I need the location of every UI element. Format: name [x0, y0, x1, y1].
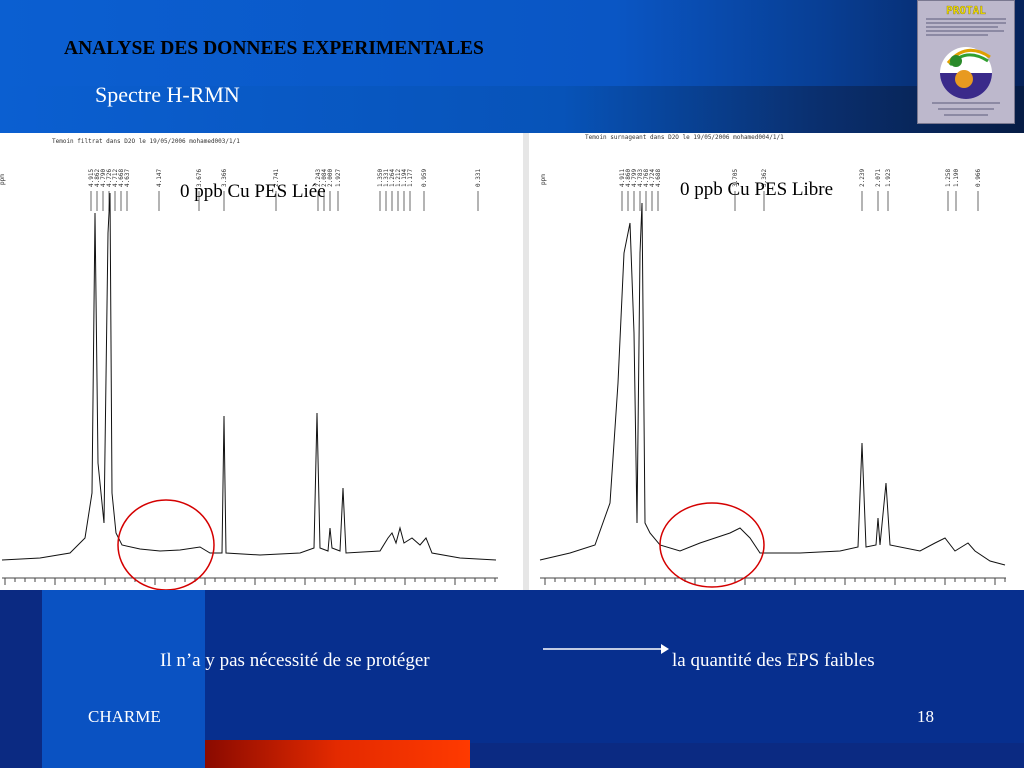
footer-author: CHARME: [88, 707, 161, 726]
left-peak-label: 4.637: [124, 169, 131, 187]
right-axis-unit: ppm: [540, 174, 547, 185]
left-peak-label: 1.331: [383, 169, 390, 187]
left-peak-label: 2.741: [273, 169, 280, 187]
right-peak-label: 4.768: [643, 169, 650, 187]
right-peak-label: 4.860: [625, 169, 632, 187]
left-peak-label: 4.712: [112, 169, 119, 187]
conclusion-right-text: la quantité des EPS faibles: [672, 650, 875, 671]
slide-title: ANALYSE DES DONNEES EXPERIMENTALES: [64, 38, 484, 59]
left-peak-label: 2.243: [315, 169, 322, 187]
right-peak-label: 4.724: [649, 169, 656, 187]
spectra-area: Temoin filtrat dans D2O le 19/05/2006 mo…: [0, 133, 1024, 591]
right-peak-label: 3.705: [732, 169, 739, 187]
left-peak-label: 1.264: [389, 169, 396, 187]
slide-subtitle: Spectre H-RMN: [95, 82, 240, 107]
right-spectrum-header: Temoin surnageant dans D2O le 19/05/2006…: [585, 134, 784, 141]
left-peak-labels: 4.915 4.862 4.790 4.726 4.712 4.668 4.637 4.147…: [88, 169, 482, 211]
conclusion-left-text: Il n’a y pas nécessité de se protéger: [160, 650, 430, 671]
right-peak-label: 1.923: [885, 169, 892, 187]
left-peak-label: 2.000: [327, 169, 334, 187]
right-peak-labels: 4.911 4.860 4.799 4.783 4.768 4.724 4.688 3.705…: [619, 169, 982, 211]
nmr-spectra: Temoin filtrat dans D2O le 19/05/2006 mo…: [0, 133, 1006, 591]
left-spectrum-label: 0 ppb Cu PES Liée: [180, 181, 326, 202]
left-peak-label: 4.790: [100, 169, 107, 187]
left-peak-label: 4.668: [118, 169, 125, 187]
left-peak-label: 1.927: [335, 169, 342, 187]
slide-number: 18: [917, 707, 934, 726]
footer-strip: [205, 590, 1024, 743]
right-peak-label: 4.783: [637, 169, 644, 187]
right-peak-label: 0.966: [975, 169, 982, 187]
right-peak-label: 4.911: [619, 169, 626, 187]
left-peak-label: 1.177: [407, 169, 414, 187]
footer-red-bar: [205, 740, 470, 768]
right-peak-label: 2.071: [875, 169, 882, 187]
logo-image: PROTAL: [918, 1, 1014, 123]
implication-arrow: [543, 644, 669, 654]
right-peak-label: 1.258: [945, 169, 952, 187]
left-peak-label: 4.147: [156, 169, 163, 187]
left-peak-label: 3.366: [221, 169, 228, 187]
right-spectrum-label: 0 ppb Cu PES Libre: [680, 179, 834, 200]
right-peak-label: 2.239: [859, 169, 866, 187]
left-peak-label: 0.331: [475, 169, 482, 187]
left-peak-label: 2.084: [321, 169, 328, 187]
left-peak-label: 0.959: [421, 169, 428, 187]
right-peak-label: 4.799: [631, 169, 638, 187]
right-peak-label: 3.362: [761, 169, 768, 187]
left-peak-label: 1.212: [395, 169, 402, 187]
right-peak-label: 4.688: [655, 169, 662, 187]
left-spectrum-trace: [1, 192, 497, 561]
left-peak-label: 1.350: [377, 169, 384, 187]
right-highlight-circle: [659, 502, 765, 588]
right-peak-label: 1.190: [953, 169, 960, 187]
footer-accent-column: [42, 590, 205, 743]
svg-text:PROTAL: PROTAL: [946, 4, 986, 17]
right-spectrum-trace: [539, 202, 1006, 566]
left-spectrum-header: Temoin filtrat dans D2O le 19/05/2006 mo…: [52, 138, 240, 145]
footer-accent-base: [42, 743, 205, 768]
left-peak-label: 4.915: [88, 169, 95, 187]
slide-footer: Il n’a y pas nécessité de se protéger la…: [0, 590, 1024, 768]
left-peak-label: 4.862: [94, 169, 101, 187]
left-highlight-circle: [117, 499, 215, 591]
left-axis-unit: ppm: [0, 174, 6, 185]
project-logo: PROTAL: [917, 0, 1015, 124]
header-gradient: [0, 86, 1024, 133]
left-peak-label: 3.676: [196, 169, 203, 187]
left-peak-label: 4.726: [106, 169, 113, 187]
left-peak-label: 1.194: [401, 169, 408, 187]
spectra-divider: [523, 133, 529, 590]
